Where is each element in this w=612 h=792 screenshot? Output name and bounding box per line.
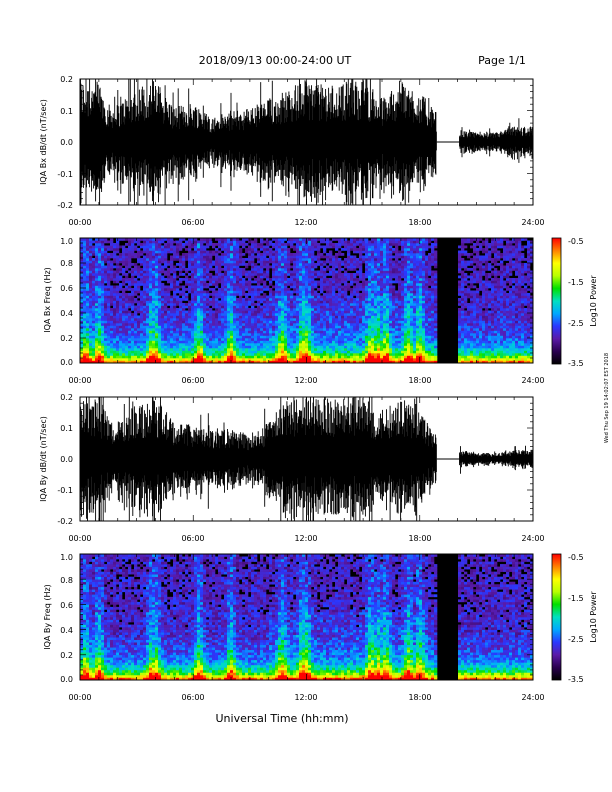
by-spectrogram-image bbox=[80, 554, 534, 681]
bx-colorbar: -0.5 -1.5 -2.5 -3.5 Log10 Power bbox=[551, 237, 598, 368]
bx-spectrogram-xtick-2: 12:00 bbox=[294, 376, 317, 385]
bx-spectrogram-xtick-0: 00:00 bbox=[68, 376, 91, 385]
bx-dbdt-xtick-0: 00:00 bbox=[68, 218, 91, 227]
page-title: 2018/09/13 00:00-24:00 UT bbox=[199, 54, 352, 67]
by-colorbar-tick-0: -0.5 bbox=[568, 553, 584, 562]
bx-dbdt-trace bbox=[80, 79, 533, 205]
panel-by-dbdt: 0.2 0.1 0.0 -0.1 -0.2 00:00 06:00 12:00 … bbox=[39, 393, 545, 543]
bx-colorbar-label: Log10 Power bbox=[589, 275, 598, 327]
bx-dbdt-xtick-4: 24:00 bbox=[521, 218, 544, 227]
bx-spectrogram-xtick-4: 24:00 bbox=[521, 376, 544, 385]
spectrogram-cells bbox=[80, 554, 534, 681]
by-dbdt-xtick-4: 24:00 bbox=[521, 534, 544, 543]
bx-dbdt-xtick-3: 18:00 bbox=[408, 218, 431, 227]
by-spectrogram-xtick-1: 06:00 bbox=[181, 693, 204, 702]
by-dbdt-ylabel: IQA By dB/dt (nT/sec) bbox=[39, 416, 48, 502]
panel-by-spectrogram: 1.0 0.8 0.6 0.4 0.2 0.0 00:00 06:00 12:0… bbox=[43, 553, 545, 702]
trace-line bbox=[80, 397, 533, 521]
by-dbdt-ytick-0: 0.2 bbox=[60, 393, 73, 402]
panel-bx-dbdt: 0.2 0.1 0.0 -0.1 -0.2 00:00 06:00 12:00 … bbox=[39, 75, 545, 227]
bx-dbdt-ylabel: IQA Bx dB/dt (nT/sec) bbox=[39, 99, 48, 185]
by-spectrogram-ytick-0: 1.0 bbox=[60, 553, 73, 562]
bx-dbdt-ytick-0: 0.2 bbox=[60, 75, 73, 84]
bx-spectrogram-ytick-4: 0.2 bbox=[60, 334, 73, 343]
bx-spectrogram-xtick-3: 18:00 bbox=[408, 376, 431, 385]
bx-spectrogram-ytick-3: 0.4 bbox=[60, 309, 73, 318]
x-axis-label: Universal Time (hh:mm) bbox=[216, 712, 349, 725]
bx-dbdt-ytick-1: 0.1 bbox=[60, 107, 73, 116]
bx-dbdt-ticks bbox=[79, 78, 534, 206]
bx-colorbar-tick-0: -0.5 bbox=[568, 237, 584, 246]
by-dbdt-ticks bbox=[79, 396, 534, 522]
panel-bx-spectrogram: 1.0 0.8 0.6 0.4 0.2 0.0 00:00 06:00 12:0… bbox=[43, 237, 545, 385]
by-colorbar: -0.5 -1.5 -2.5 -3.5 Log10 Power bbox=[551, 553, 598, 684]
bx-dbdt-ytick-2: 0.0 bbox=[60, 138, 73, 147]
by-dbdt-ytick-3: -0.1 bbox=[57, 486, 73, 495]
bx-dbdt-xtick-1: 06:00 bbox=[181, 218, 204, 227]
bx-spectrogram-ytick-5: 0.0 bbox=[60, 358, 73, 367]
by-spectrogram-xtick-3: 18:00 bbox=[408, 693, 431, 702]
by-dbdt-ytick-4: -0.2 bbox=[57, 517, 73, 526]
page-number: Page 1/1 bbox=[478, 54, 526, 67]
bx-dbdt-ytick-4: -0.2 bbox=[57, 201, 73, 210]
by-dbdt-ytick-2: 0.0 bbox=[60, 455, 73, 464]
by-dbdt-xtick-3: 18:00 bbox=[408, 534, 431, 543]
by-dbdt-xtick-0: 00:00 bbox=[68, 534, 91, 543]
by-dbdt-ytick-1: 0.1 bbox=[60, 424, 73, 433]
bx-spectrogram-ylabel: IQA Bx Freq (Hz) bbox=[43, 267, 52, 333]
by-spectrogram-ytick-5: 0.0 bbox=[60, 675, 73, 684]
by-colorbar-tick-3: -3.5 bbox=[568, 675, 584, 684]
by-spectrogram-ytick-2: 0.6 bbox=[60, 601, 73, 610]
by-colorbar-scale bbox=[551, 553, 562, 681]
by-colorbar-tick-2: -2.5 bbox=[568, 635, 584, 644]
bx-colorbar-tick-2: -2.5 bbox=[568, 319, 584, 328]
by-spectrogram-xtick-2: 12:00 bbox=[294, 693, 317, 702]
by-dbdt-trace bbox=[80, 397, 533, 521]
bx-dbdt-ytick-3: -0.1 bbox=[57, 170, 73, 179]
by-spectrogram-ticks bbox=[79, 553, 534, 681]
by-dbdt-xtick-2: 12:00 bbox=[294, 534, 317, 543]
bx-spectrogram-image bbox=[80, 238, 534, 364]
bx-colorbar-tick-3: -3.5 bbox=[568, 359, 584, 368]
bx-spectrogram-ytick-0: 1.0 bbox=[60, 237, 73, 246]
by-spectrogram-ylabel: IQA By Freq (Hz) bbox=[43, 584, 52, 650]
timestamp-note: Wed Thu Sep 19 14:02:07 EST 2018 bbox=[604, 353, 610, 443]
bx-spectrogram-xtick-1: 06:00 bbox=[181, 376, 204, 385]
bx-spectrogram-ticks bbox=[79, 237, 534, 364]
by-spectrogram-ytick-3: 0.4 bbox=[60, 626, 73, 635]
by-spectrogram-ytick-4: 0.2 bbox=[60, 651, 73, 660]
trace-line bbox=[80, 79, 533, 205]
by-dbdt-xtick-1: 06:00 bbox=[181, 534, 204, 543]
bx-colorbar-scale bbox=[551, 237, 562, 365]
bx-dbdt-xtick-2: 12:00 bbox=[294, 218, 317, 227]
by-spectrogram-xtick-4: 24:00 bbox=[521, 693, 544, 702]
by-spectrogram-ytick-1: 0.8 bbox=[60, 576, 73, 585]
bx-spectrogram-ytick-2: 0.6 bbox=[60, 284, 73, 293]
bx-spectrogram-ytick-1: 0.8 bbox=[60, 259, 73, 268]
bx-colorbar-tick-1: -1.5 bbox=[568, 278, 584, 287]
by-colorbar-tick-1: -1.5 bbox=[568, 594, 584, 603]
by-colorbar-label: Log10 Power bbox=[589, 591, 598, 643]
spectrogram-cells bbox=[80, 238, 534, 364]
by-spectrogram-xtick-0: 00:00 bbox=[68, 693, 91, 702]
